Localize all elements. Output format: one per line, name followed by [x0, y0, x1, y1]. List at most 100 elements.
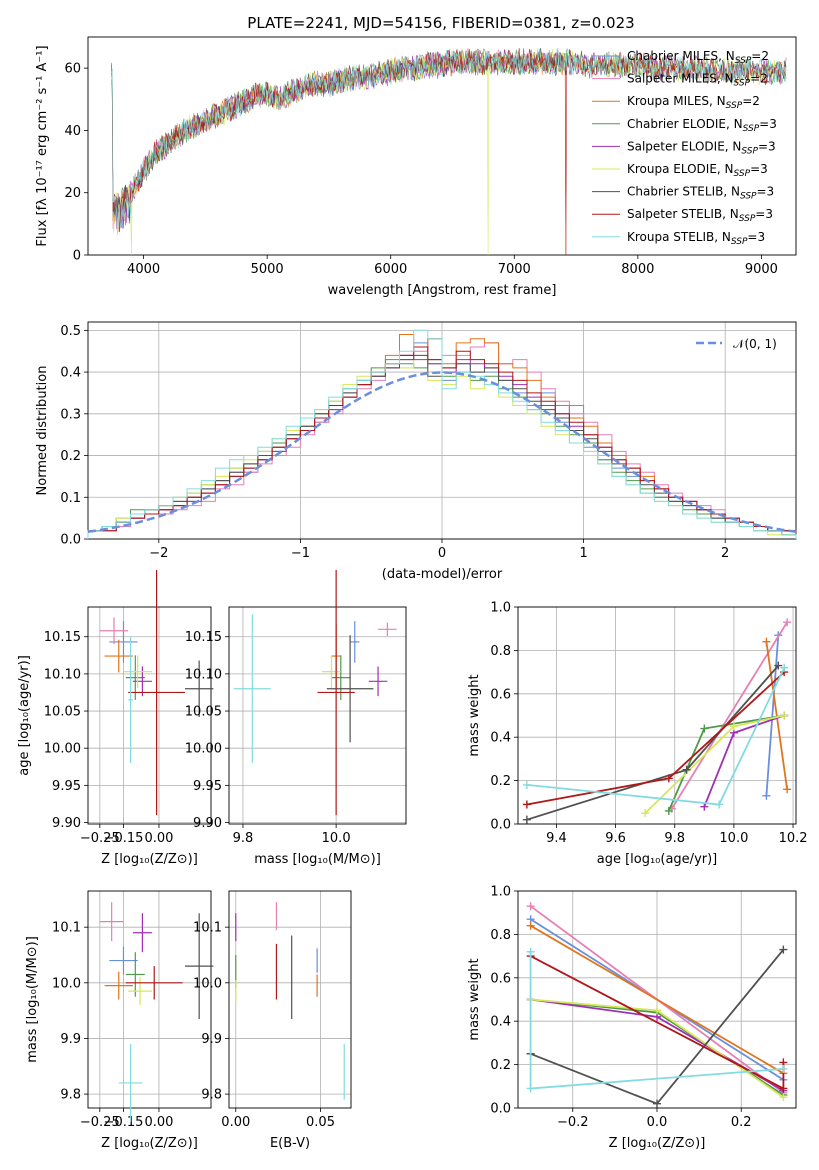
spectrum-legend-label-5: Salpeter ELODIE, NSSP=3 [627, 139, 776, 156]
age_vs_Z-ylabel: age [log₁₀(age/yr)] [17, 655, 32, 776]
massweight_vs_Z-marker-8-2 [779, 1084, 788, 1093]
massweight_vs_age-marker-6-2 [729, 722, 738, 731]
massweight_vs_age-ytick-label-0: 0.0 [490, 818, 511, 833]
spectrum-xlabel: wavelength [Angstrom, rest frame] [328, 283, 557, 298]
massweight_vs_Z-ytick-label-3: 0.6 [490, 971, 511, 986]
residuals-ytick-label-3: 0.3 [60, 407, 81, 422]
residuals-xtick-label-0: −2 [149, 546, 168, 561]
residuals-ylabel: Normed distribution [35, 366, 50, 496]
massweight_vs_age-ytick-label-3: 0.6 [490, 687, 511, 702]
massweight_vs_Z-marker-9-3 [779, 1064, 788, 1073]
age_vs_Z-xlabel: Z [log₁₀(Z/Z⊙)] [101, 852, 198, 867]
massweight_vs_Z-marker-3-1 [526, 921, 535, 930]
spectrum-ytick-label-2: 40 [64, 124, 81, 139]
age_vs_mass-xlabel: mass [log₁₀(M/M⊙)] [254, 852, 381, 867]
residuals-ytick-label-1: 0.1 [60, 491, 81, 506]
massweight_vs_Z-line-3 [530, 924, 784, 1075]
massweight_vs_Z-xtick-label-1: 0.0 [647, 1115, 668, 1130]
massweight_vs_age-marker-1-1 [762, 791, 771, 800]
age_vs_mass-xtick-label-1: 10.0 [322, 831, 351, 846]
age_vs_Z-ytick-label-0: 9.90 [52, 816, 81, 831]
spectrum-ytick-label-0: 0 [73, 249, 81, 264]
residuals-ytick-label-0: 0.0 [60, 533, 81, 548]
residuals-xtick-label-1: −1 [291, 546, 310, 561]
massweight_vs_age-ylabel: mass weight [467, 674, 482, 756]
mass_vs_Z-ytick-label-0: 9.8 [60, 1088, 81, 1103]
residuals-ytick-label-5: 0.5 [60, 324, 81, 339]
mass_vs_Z-xtick-label-1: −0.15 [104, 1115, 144, 1130]
massweight_vs_Z-ylabel: mass weight [467, 958, 482, 1040]
mass_vs_EBV-ytick-label-0: 9.8 [201, 1088, 222, 1103]
spectrum-plot-area [111, 47, 787, 255]
age_vs_mass-ytick-label-4: 10.10 [185, 667, 222, 682]
massweight_vs_age-axes-frame [517, 606, 797, 825]
age_vs_Z-ytick-label-3: 10.05 [44, 705, 81, 720]
massweight_vs_Z-marker-6-3 [779, 1093, 788, 1102]
age_vs_Z-xtick-label-1: −0.15 [104, 831, 144, 846]
figure-title: PLATE=2241, MJD=54156, FIBERID=0381, z=0… [247, 14, 634, 32]
mass_vs_EBV-ytick-label-1: 9.9 [201, 1032, 222, 1047]
mass_vs_Z-ytick-label-3: 10.1 [52, 921, 81, 936]
age_vs_mass-ytick-label-2: 10.00 [185, 742, 222, 757]
mass_vs_EBV-ytick-label-2: 10.0 [193, 976, 222, 991]
massweight_vs_age-ytick-label-4: 0.8 [490, 644, 511, 659]
spectrum-line-8 [111, 48, 787, 255]
massweight_vs_Z-ytick-label-1: 0.2 [490, 1058, 511, 1073]
mass_vs_Z-xlabel: Z [log₁₀(Z/Z⊙)] [101, 1136, 198, 1151]
massweight_vs_Z-ytick-label-5: 1.0 [490, 885, 511, 900]
massweight_vs_age-marker-8-1 [522, 800, 531, 809]
spectrum-legend-label-8: Salpeter STELIB, NSSP=3 [627, 207, 773, 224]
massweight_vs_age-xtick-label-2: 9.8 [664, 831, 685, 846]
massweight_vs_age-marker-7-2 [682, 765, 691, 774]
residuals-xtick-label-2: 0 [438, 546, 446, 561]
massweight_vs_Z-xtick-label-2: 0.2 [731, 1115, 752, 1130]
massweight_vs_age-ytick-label-1: 0.2 [490, 774, 511, 789]
massweight_vs_Z-xtick-label-0: −0.2 [557, 1115, 589, 1130]
massweight_vs_Z-marker-2-1 [526, 902, 535, 911]
massweight_vs_Z-ytick-label-4: 0.8 [490, 928, 511, 943]
spectrum-xtick-label-4: 8000 [621, 262, 654, 277]
residuals-ytick-label-4: 0.4 [60, 366, 81, 381]
mass_vs_Z-ylabel: mass [log₁₀(M/M⊙)] [25, 936, 40, 1063]
spectrum-legend: Chabrier MILES, NSSP=2 Salpeter MILES, NS… [592, 49, 777, 247]
massweight_vs_age-marker-7-3 [774, 661, 783, 670]
spectrum-xtick-label-0: 4000 [127, 262, 160, 277]
age_vs_mass-ytick-label-0: 9.90 [193, 816, 222, 831]
massweight_vs_age-xtick-label-4: 10.2 [779, 831, 808, 846]
age_vs_mass-ytick-label-3: 10.05 [185, 705, 222, 720]
spectrum-legend-label-2: Salpeter MILES, NSSP=2 [627, 72, 768, 89]
massweight_vs_age-line-3 [765, 641, 788, 790]
massweight_vs_Z-marker-7-2 [653, 1099, 661, 1108]
massweight_vs_Z-marker-6-2 [653, 1006, 661, 1015]
spectrum-ytick-label-3: 60 [64, 62, 81, 77]
age_vs_Z-ytick-label-5: 10.15 [44, 630, 81, 645]
massweight_vs_age-marker-7-1 [522, 815, 531, 824]
massweight_vs_age-marker-4-2 [700, 724, 709, 733]
normal-curve [87, 371, 797, 533]
spectrum-xtick-label-3: 7000 [498, 262, 531, 277]
spectrum-legend-label-1: Chabrier MILES, NSSP=2 [627, 49, 769, 66]
massweight_vs_age-xtick-label-0: 9.4 [546, 831, 567, 846]
mass_vs_EBV-xlabel: E(B-V) [270, 1136, 310, 1151]
mass_vs_EBV-xtick-label-1: 0.05 [306, 1115, 335, 1130]
age_vs_Z-xtick-label-0: −0.25 [80, 831, 120, 846]
massweight_vs_age-marker-3-1 [762, 637, 771, 646]
age_vs_mass-ytick-label-5: 10.15 [185, 630, 222, 645]
age_vs_mass-axes-frame [228, 606, 407, 825]
residuals-xlabel: (data-model)/error [382, 567, 503, 582]
spectrum-axes-frame [87, 36, 797, 256]
residual-histogram-9 [87, 329, 797, 539]
massweight_vs_age-marker-6-1 [641, 809, 650, 818]
spectrum-ytick-label-1: 20 [64, 186, 81, 201]
spectrum-legend-label-9: Kroupa STELIB, NSSP=3 [627, 230, 765, 247]
age_vs_Z-ytick-label-1: 9.95 [52, 779, 81, 794]
massweight_vs_Z-ytick-label-0: 0.0 [490, 1102, 511, 1117]
massweight_vs_age-marker-6-3 [780, 711, 789, 720]
mass_vs_Z-ytick-label-2: 10.0 [52, 976, 81, 991]
massweight_vs_age-xtick-label-1: 9.6 [605, 831, 626, 846]
age_vs_Z-ytick-label-4: 10.10 [44, 667, 81, 682]
massweight_vs_Z-marker-9-2 [526, 1084, 535, 1093]
mass_vs_EBV-axes-frame [228, 890, 352, 1109]
massweight_vs_age-line-8 [526, 671, 785, 806]
massweight_vs_age-marker-5-1 [700, 802, 709, 811]
